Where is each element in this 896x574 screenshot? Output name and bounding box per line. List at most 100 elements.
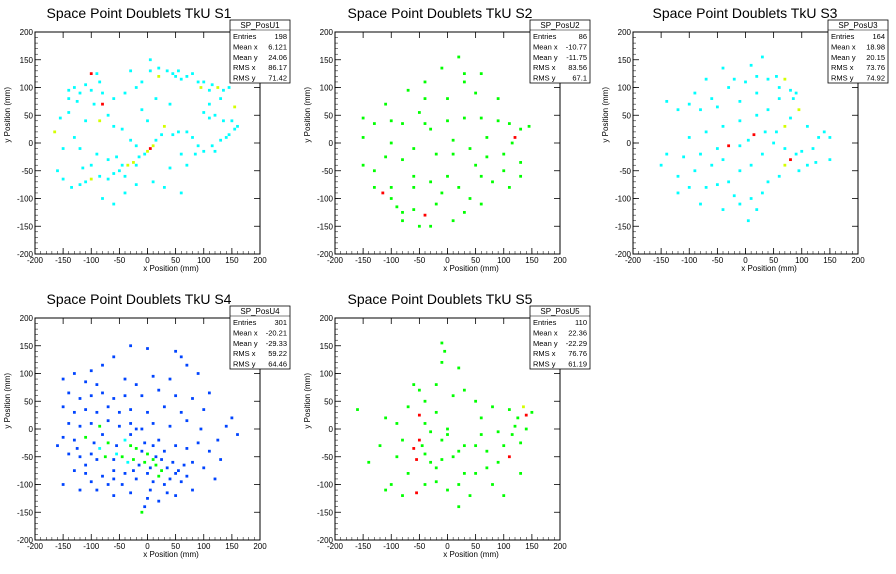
x-axis-label: x Position (mm) (741, 264, 797, 273)
histogram-cell (101, 363, 104, 367)
histogram-cell (789, 158, 792, 162)
histogram-cell (715, 183, 719, 187)
histogram-cell (132, 469, 135, 473)
histogram-cell (143, 460, 147, 464)
histogram-cell (451, 394, 455, 398)
x-tick-label: 150 (525, 542, 539, 551)
histogram-cell (179, 480, 183, 484)
histogram-cell (682, 155, 686, 159)
y-tick-label: 150 (20, 342, 34, 351)
y-tick-label: 0 (29, 139, 34, 148)
histogram-cell (67, 452, 71, 456)
histogram-cell (129, 408, 133, 411)
histogram-cell (789, 88, 792, 92)
stats-value: 86.17 (268, 63, 287, 72)
x-tick-label: -150 (55, 256, 72, 265)
histogram-cell (794, 152, 798, 156)
histogram-cell (89, 88, 93, 92)
y-axis-label: y Position (mm) (601, 87, 610, 143)
histogram-cell (202, 111, 206, 114)
stats-box (229, 19, 291, 84)
histogram-cell (106, 158, 110, 162)
histogram-cell (213, 477, 217, 481)
stats-box (529, 305, 591, 370)
x-tick-label: 50 (471, 542, 480, 551)
histogram-cell (412, 147, 416, 150)
histogram-cell (423, 483, 427, 486)
y-tick-label: 0 (29, 425, 34, 434)
histogram-cell (67, 422, 71, 425)
histogram-cell (755, 208, 759, 211)
histogram-cell (372, 169, 376, 173)
histogram-cell (213, 113, 217, 117)
histogram-cell (219, 458, 223, 461)
histogram-cell (440, 66, 444, 70)
histogram-cell (429, 127, 433, 131)
histogram-cell (67, 111, 71, 114)
x-tick-label: 0 (145, 542, 150, 551)
plot-frame (632, 31, 859, 255)
plot-frame (34, 31, 261, 255)
histogram-cell (738, 119, 742, 123)
y-tick-label: 50 (622, 111, 631, 120)
histogram-cell (98, 174, 102, 178)
histogram-cell (112, 477, 116, 481)
stats-label: RMS y (533, 74, 556, 83)
histogram-cell (148, 488, 152, 492)
y-axis-label: y Position (mm) (3, 373, 12, 429)
histogram-cell (196, 144, 200, 148)
histogram-cell (822, 130, 826, 134)
histogram-cell (134, 477, 138, 481)
histogram-cell (162, 483, 166, 486)
stats-label: Mean y (233, 53, 258, 62)
histogram-cell (395, 422, 399, 425)
histogram-cell (814, 161, 818, 164)
histogram-cell (84, 408, 88, 411)
y-tick-label: -50 (321, 453, 333, 462)
stats-value: 86 (579, 32, 587, 41)
y-tick-label: -150 (17, 222, 34, 231)
histogram-cell (134, 427, 138, 431)
histogram-cell (89, 177, 93, 181)
histogram-cell (210, 83, 214, 87)
histogram-cell (479, 174, 483, 178)
histogram-cell (236, 124, 239, 128)
histogram-cell (699, 152, 702, 156)
histogram-cell (154, 97, 158, 100)
histogram-cell (361, 116, 365, 120)
histogram-cell (174, 444, 178, 448)
histogram-cell (148, 69, 152, 73)
y-tick-label: -200 (615, 250, 632, 259)
histogram-cell (151, 422, 155, 425)
chart-panel-2: Space Point Doublets TkU S2 -200 -150 -100 -… (303, 5, 591, 273)
histogram-cell (721, 124, 725, 128)
histogram-cell (519, 161, 523, 164)
stats-value: 22.36 (568, 328, 587, 337)
y-tick-label: 0 (329, 139, 334, 148)
histogram-cell (423, 213, 427, 217)
stats-label: Mean x (233, 42, 258, 51)
histogram-cell (417, 388, 421, 392)
chart-title: Space Point Doublets TkU S3 (653, 5, 838, 21)
histogram-cell (485, 449, 489, 453)
histogram-cell (89, 452, 93, 456)
histogram-cell (676, 108, 680, 112)
histogram-cell (165, 466, 169, 470)
histogram-cell (777, 97, 781, 100)
histogram-cell (191, 460, 194, 464)
y-tick-label: 150 (320, 342, 334, 351)
histogram-cell (207, 116, 211, 120)
histogram-cell (72, 86, 76, 89)
stats-value: 64.46 (268, 360, 287, 369)
histogram-cell (146, 410, 149, 414)
histogram-cell (446, 427, 449, 431)
y-tick-label: -50 (21, 453, 33, 462)
histogram-cell (98, 119, 102, 123)
histogram-cell (496, 430, 500, 434)
histogram-cell (123, 377, 127, 381)
x-tick-label: 100 (497, 256, 511, 265)
histogram-cell (791, 97, 795, 100)
y-tick-label: -150 (317, 508, 334, 517)
histogram-cell (148, 58, 152, 62)
